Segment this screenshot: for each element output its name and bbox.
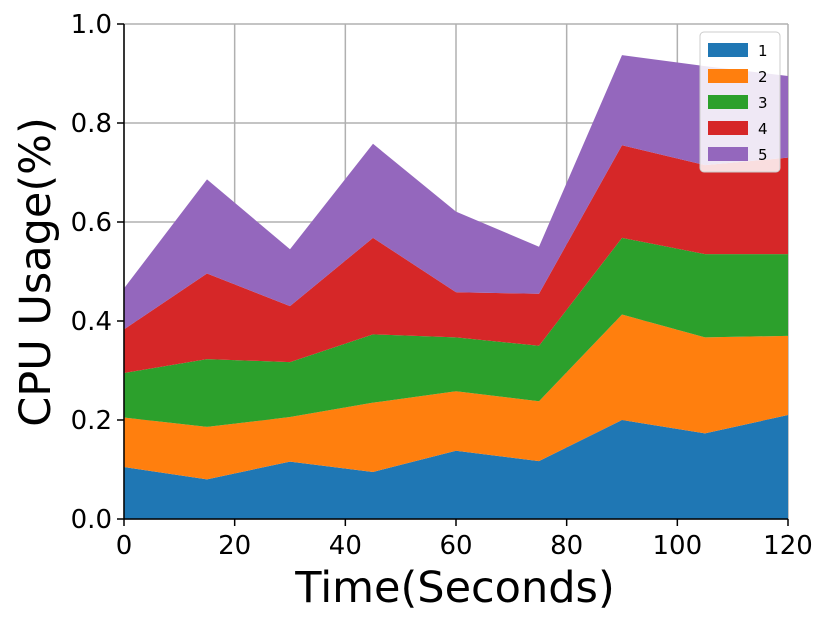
y-tick-label: 0.6 [71,208,112,238]
axes [117,23,789,526]
x-tick-label: 120 [763,531,813,561]
x-tick-label: 60 [439,531,472,561]
y-tick-label: 0.4 [71,307,112,337]
x-tick-label: 20 [218,531,251,561]
legend-swatch-2 [708,69,748,83]
legend-label-4: 4 [758,120,768,138]
x-axis-title: Time(Seconds) [294,563,614,613]
area-series-2 [124,314,788,480]
x-tick-label: 80 [550,531,583,561]
x-tick-label: 40 [329,531,362,561]
areas [124,55,788,519]
y-tick-label: 0.2 [71,406,112,436]
tick-labels: 0 20 40 60 80 100 120 0.0 0.2 0.4 0.6 0.8 1.0 [71,10,813,561]
y-tick-label: 0.8 [71,109,112,139]
area-series-4 [124,145,788,373]
legend-swatch-3 [708,95,748,109]
x-tick-label: 0 [116,531,133,561]
y-axis-title: CPU Usage(%) [11,117,61,426]
legend: 1 2 3 4 5 [699,31,781,173]
legend-label-1: 1 [758,42,768,60]
legend-label-2: 2 [758,68,768,86]
area-series-3 [124,237,788,427]
y-tick-label: 0.0 [71,505,112,535]
legend-label-5: 5 [758,146,768,164]
area-series-1 [124,415,788,519]
legend-swatch-1 [708,43,748,57]
x-tick-label: 100 [653,531,703,561]
legend-label-3: 3 [758,94,768,112]
legend-swatch-4 [708,121,748,135]
y-tick-label: 1.0 [71,10,112,40]
area-series-5 [124,55,788,330]
legend-swatch-5 [708,147,748,161]
